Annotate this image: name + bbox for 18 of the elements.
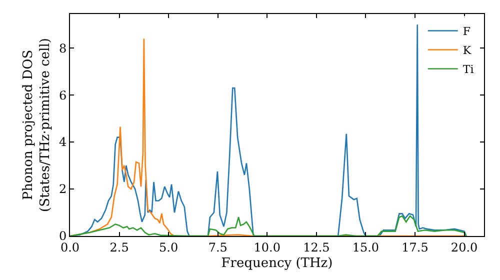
y-tick-label: 6: [58, 88, 67, 102]
x-axis-title: Frequency (THz): [221, 256, 333, 271]
x-tick-label: 5.0: [159, 240, 178, 254]
y-tick-label: 8: [58, 41, 67, 56]
y-tick-label: 4: [58, 135, 67, 150]
legend-label: Ti: [462, 63, 474, 76]
line-series: [70, 215, 467, 236]
x-tick-label: 2.5: [110, 240, 129, 254]
legend-label: K: [462, 44, 472, 58]
legend-label: F: [462, 25, 471, 38]
x-tick-label: 10.0: [254, 240, 280, 254]
y-axis-title: Phonon projected DOS (States/THz·primitive cell): [21, 38, 53, 212]
y-tick-label: 2: [58, 182, 67, 196]
x-tick-label: 7.5: [208, 240, 228, 254]
x-tick-label: 12.5: [303, 240, 330, 254]
x-tick-label: 20.0: [450, 240, 478, 254]
x-tick-label: 15.0: [352, 240, 380, 254]
x-tick-label: 17.5: [402, 240, 428, 254]
